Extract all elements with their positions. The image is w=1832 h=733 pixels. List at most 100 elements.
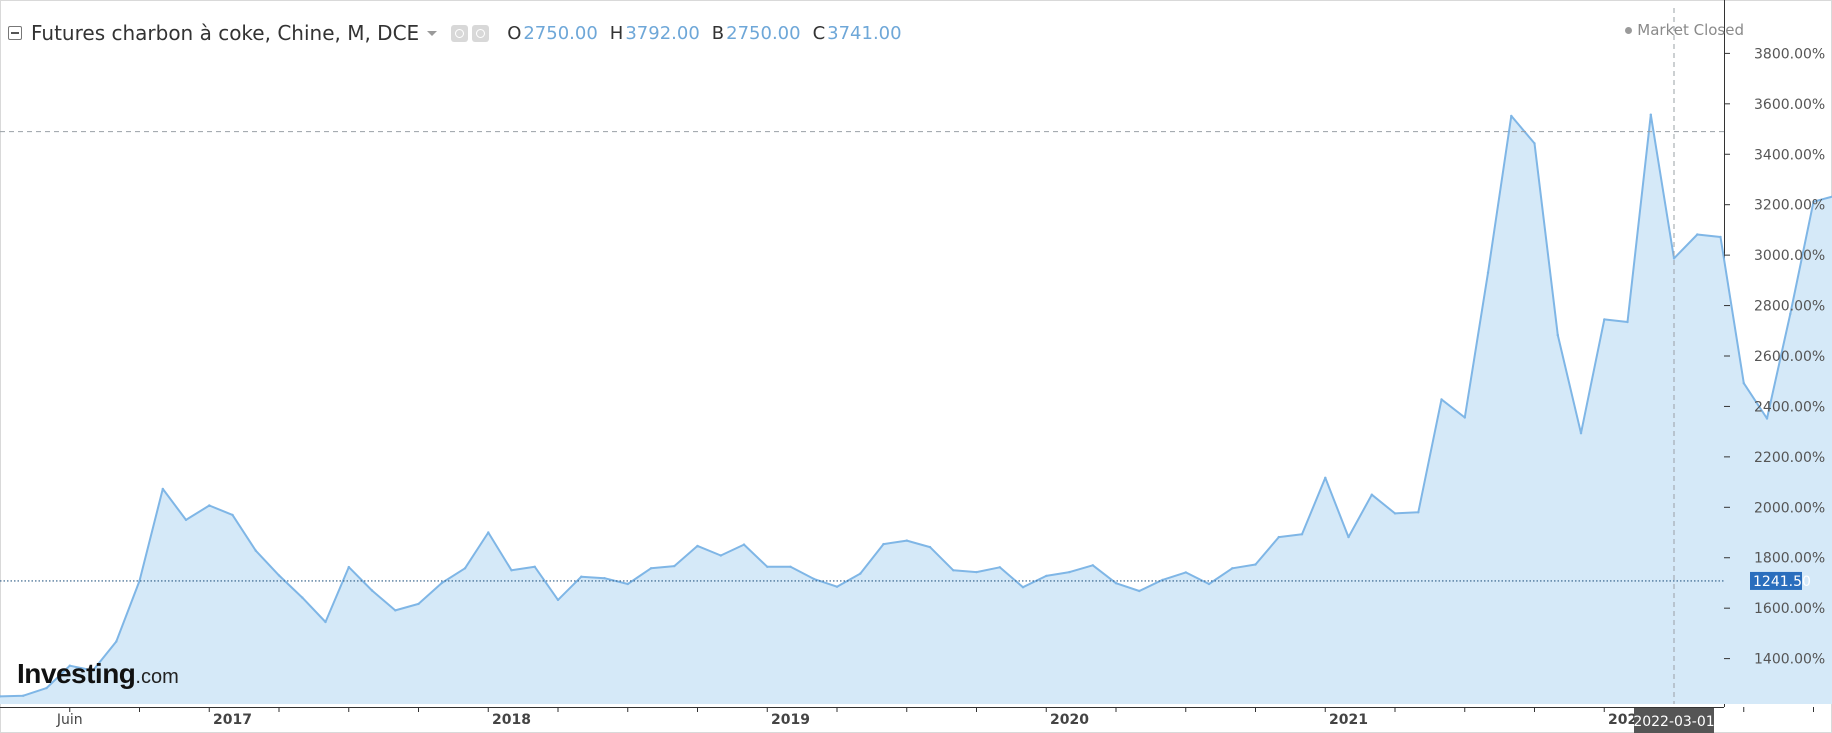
data-point: [1254, 563, 1257, 566]
data-point: [859, 572, 862, 575]
chart-title: Futures charbon à coke, Chine, M, DCE: [31, 21, 420, 45]
market-status-label: Market Closed: [1637, 21, 1744, 39]
data-point: [1045, 574, 1048, 578]
open-value: 2750.00: [523, 22, 598, 44]
data-point: [440, 581, 443, 585]
eye-icon[interactable]: [451, 24, 469, 42]
date-tag-label: 2022-03-01: [1633, 714, 1714, 730]
data-point: [1463, 416, 1467, 419]
data-point: [928, 545, 932, 549]
data-point: [998, 566, 1001, 569]
chart-header: Futures charbon à coke, Chine, M, DCE O …: [8, 19, 914, 47]
price-tag-label: 1241.50: [1753, 574, 1811, 590]
x-tick-label: 2017: [213, 712, 252, 728]
data-point: [1300, 533, 1304, 536]
x-tick-label: 2019: [771, 712, 810, 728]
settings-icon[interactable]: [472, 24, 490, 42]
data-point: [91, 669, 95, 672]
data-point: [673, 564, 676, 568]
data-point: [1393, 512, 1397, 515]
open-key: O: [507, 22, 522, 44]
logo-domain: .com: [135, 666, 179, 688]
data-point: [766, 565, 769, 568]
data-point: [1068, 570, 1071, 574]
data-point: [347, 565, 350, 569]
data-point: [208, 504, 211, 507]
data-point: [696, 544, 699, 548]
collapse-icon[interactable]: [8, 26, 22, 40]
status-dot-icon: [1625, 26, 1633, 34]
data-point: [115, 640, 118, 643]
data-point: [1091, 564, 1095, 567]
data-point: [1672, 257, 1676, 260]
low-value: 2750.00: [726, 22, 801, 44]
data-point: [254, 549, 257, 552]
data-point: [1789, 312, 1792, 316]
data-point: [1417, 511, 1420, 514]
x-tick-label: 2021: [1329, 712, 1368, 728]
dropdown-caret-icon[interactable]: [427, 30, 438, 36]
data-point: [417, 602, 420, 606]
data-point: [22, 694, 25, 697]
data-point: [1440, 398, 1443, 401]
data-point: [463, 567, 467, 570]
price-tag: [1750, 571, 1802, 590]
data-point: [952, 569, 955, 572]
y-tick-label: 1800.00%: [1754, 551, 1825, 567]
high-key: H: [609, 22, 624, 44]
x-tick-label: 2020: [1050, 712, 1089, 728]
y-tick-label: 2200.00%: [1754, 450, 1825, 466]
y-tick-label: 1600.00%: [1754, 601, 1825, 617]
y-tick-label: 3600.00%: [1754, 97, 1825, 113]
data-point: [882, 542, 885, 546]
date-tag: [1634, 708, 1714, 733]
data-point: [1696, 233, 1699, 236]
y-tick-label: 2600.00%: [1754, 349, 1825, 365]
data-point: [1231, 567, 1234, 570]
data-point: [975, 570, 978, 574]
data-point: [789, 565, 792, 568]
data-point: [1324, 476, 1327, 479]
close-value: 3741.00: [827, 22, 902, 44]
y-tick-label: 3400.00%: [1754, 147, 1825, 163]
data-point: [487, 531, 490, 534]
y-tick-label: 3200.00%: [1754, 198, 1825, 214]
data-point: [1603, 318, 1606, 321]
data-point: [45, 686, 48, 690]
data-point: [603, 577, 606, 580]
y-tick-label: 2400.00%: [1754, 399, 1825, 415]
data-point: [1626, 320, 1629, 324]
data-point: [533, 565, 536, 568]
data-point: [905, 539, 908, 542]
x-tick-label: 2018: [492, 712, 531, 728]
ohlc-readout: O 2750.00 H 3792.00 B 2750.00 C 3741.00: [507, 23, 913, 44]
y-tick-label: 2000.00%: [1754, 500, 1825, 516]
data-point: [812, 577, 815, 581]
data-point: [580, 575, 583, 578]
data-point: [1021, 586, 1025, 589]
series-line: [0, 113, 1832, 698]
data-point: [1114, 582, 1118, 585]
data-point: [1719, 235, 1722, 239]
data-point: [835, 585, 839, 588]
data-point: [370, 589, 374, 592]
data-point: [1207, 582, 1211, 586]
low-key: B: [711, 22, 725, 44]
high-value: 3792.00: [625, 22, 700, 44]
data-point: [1812, 200, 1815, 203]
data-point: [1184, 571, 1188, 574]
close-key: C: [812, 22, 826, 44]
data-point: [1486, 271, 1490, 274]
data-point: [277, 574, 281, 577]
logo-main: Investing: [17, 658, 136, 689]
x-tick-label: Juin: [56, 712, 83, 728]
market-status: Market Closed: [1625, 21, 1744, 39]
data-point: [394, 609, 397, 612]
data-point: [1370, 493, 1374, 496]
data-point: [649, 567, 653, 570]
data-point: [1556, 333, 1560, 337]
data-point: [626, 582, 629, 586]
data-point: [68, 664, 72, 667]
